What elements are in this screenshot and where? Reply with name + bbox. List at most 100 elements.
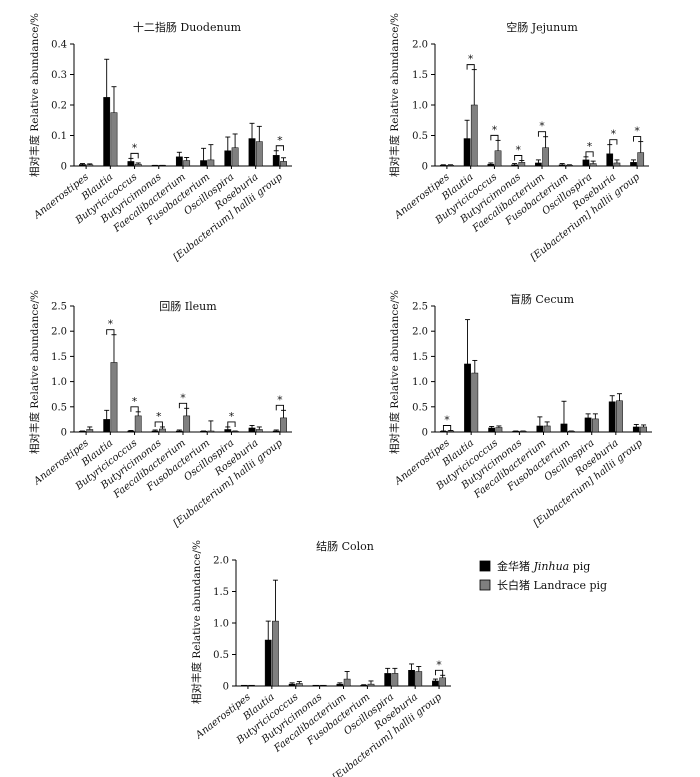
significance-bracket [154, 421, 163, 427]
bar-landrace-eubacterium-hallii-group [280, 161, 287, 167]
panel-colon: 结肠 Colon 相对丰度 Relative abundance/% 0 0.5 1.0… [190, 540, 451, 777]
bar-jinhua-fusobacterium [560, 423, 568, 433]
bar-jinhua-oscillospira [584, 417, 592, 433]
bar-jinhua-roseburia [606, 153, 614, 167]
significance-star: * [132, 141, 138, 154]
significance-bracket [106, 329, 115, 335]
y-tick-label: 0.5 [213, 650, 229, 661]
y-tick-label: 1.0 [51, 377, 67, 388]
panel-title: 十二指肠 Duodenum [133, 20, 242, 34]
bar-jinhua-butyricicoccus [288, 683, 296, 687]
bar-landrace-blautia [471, 372, 479, 433]
significance-star: * [156, 410, 162, 423]
legend-swatch-landrace [479, 579, 491, 591]
bar-landrace-faecalibacterium [542, 147, 549, 167]
panel-cecum: 盲肠 Cecum 相对丰度 Relative abundance/% 0 0.5 1.0… [388, 290, 652, 529]
bar-landrace-fusobacterium [207, 159, 215, 167]
bar-jinhua-eubacterium-hallii-group [272, 430, 280, 433]
bar-landrace-fusobacterium [207, 430, 215, 433]
y-tick-label: 0.1 [51, 131, 67, 142]
bar-landrace-eubacterium-hallii-group [280, 417, 287, 433]
y-tick-label: 0.4 [51, 40, 67, 51]
y-tick-label: 1.5 [51, 352, 67, 363]
legend: 金华猪 Jinhua pig 长白猪 Landrace pig [479, 559, 607, 592]
legend-label-landrace: 长白猪 Landrace pig [497, 578, 607, 592]
y-tick-label: 0 [223, 682, 229, 693]
y-axis-label: 相对丰度 Relative abundance/% [190, 540, 203, 704]
y-tick-label: 1.0 [412, 101, 428, 112]
bar-jinhua-anaerostipes [79, 164, 86, 167]
bar-jinhua-blautia [463, 138, 471, 167]
bar-jinhua-oscillospira [384, 673, 392, 687]
significance-star: * [277, 393, 283, 406]
significance-star: * [539, 120, 545, 133]
significance-bracket [490, 134, 499, 141]
y-tick-label: 0.5 [412, 131, 428, 142]
bar-landrace-butyricimonas [159, 428, 166, 433]
y-tick-label: 2.0 [412, 40, 428, 51]
y-tick-label: 2.5 [51, 302, 67, 313]
significance-star: * [180, 391, 186, 404]
significance-bracket [275, 145, 284, 151]
y-axis-label: 相对丰度 Relative abundance/% [28, 13, 41, 177]
y-axis-label: 相对丰度 Relative abundance/% [388, 290, 401, 454]
bar-jinhua-faecalibacterium [535, 162, 542, 167]
bar-landrace-anaerostipes [447, 430, 455, 433]
significance-bracket [130, 406, 139, 412]
significance-bracket [442, 425, 452, 431]
bar-jinhua-faecalibacterium [536, 425, 544, 433]
y-tick-label: 2.0 [51, 327, 67, 338]
bar-jinhua-blautia [103, 419, 111, 433]
bar-landrace-eubacterium-hallii-group [637, 152, 645, 167]
significance-star: * [229, 410, 235, 423]
significance-star: * [492, 123, 498, 136]
bar-landrace-blautia [110, 112, 118, 167]
bar-jinhua-butyricimonas [511, 164, 518, 167]
bar-jinhua-oscillospira [224, 150, 232, 167]
significance-star: * [587, 140, 593, 153]
bar-jinhua-fusobacterium [200, 160, 207, 167]
bar-landrace-roseburia [616, 400, 623, 433]
bar-landrace-roseburia [255, 141, 263, 167]
y-tick-label: 1.0 [412, 377, 428, 388]
y-axis-label: 相对丰度 Relative abundance/% [388, 13, 401, 177]
y-tick-label: 1.5 [412, 352, 428, 363]
y-tick-label: 0.5 [51, 402, 67, 413]
legend-label-jinhua: 金华猪 Jinhua pig [497, 559, 590, 573]
y-tick-label: 0.2 [51, 101, 67, 112]
bar-jinhua-butyricicoccus [127, 430, 135, 433]
bar-landrace-butyricicoccus [134, 415, 142, 433]
y-tick-label: 2.0 [412, 327, 428, 338]
bar-jinhua-roseburia [248, 138, 256, 167]
bar-landrace-butyricicoccus [134, 163, 142, 167]
bar-jinhua-eubacterium-hallii-group [432, 680, 439, 687]
panel-title: 结肠 Colon [316, 540, 374, 553]
bar-landrace-butyricicoccus [494, 150, 502, 167]
significance-star: * [611, 128, 617, 141]
bar-landrace-eubacterium-hallii-group [439, 677, 447, 687]
y-tick-label: 0 [61, 162, 67, 173]
y-tick-label: 0 [422, 428, 428, 439]
bar-jinhua-faecalibacterium [336, 683, 344, 687]
y-tick-label: 1.0 [213, 619, 229, 630]
bar-jinhua-oscillospira [224, 429, 232, 433]
bar-jinhua-butyricimonas [151, 430, 159, 433]
bar-landrace-anaerostipes [86, 429, 94, 433]
bar-jinhua-blautia [464, 363, 471, 433]
y-tick-label: 0 [422, 162, 428, 173]
significance-star: * [132, 395, 138, 408]
bar-jinhua-butyricicoccus [487, 163, 495, 167]
y-tick-label: 2.0 [213, 556, 229, 567]
y-axis-label: 相对丰度 Relative abundance/% [28, 290, 41, 454]
bar-landrace-roseburia [613, 162, 621, 167]
significance-star: * [277, 134, 283, 147]
significance-bracket [466, 64, 475, 70]
bar-landrace-faecalibacterium [343, 678, 351, 687]
bar-jinhua-eubacterium-hallii-group [632, 426, 640, 433]
bar-jinhua-eubacterium-hallii-group [630, 162, 637, 167]
panel-jejunum: 空肠 Jejunum 相对丰度 Relative abundance/% 0 0.5 1… [388, 13, 649, 263]
y-tick-label: 0 [61, 428, 67, 439]
panel-ileum: 回肠 Ileum 相对丰度 Relative abundance/% 0 0.5 1.0… [28, 290, 292, 529]
bar-jinhua-blautia [264, 639, 272, 687]
bar-jinhua-blautia [103, 97, 111, 167]
